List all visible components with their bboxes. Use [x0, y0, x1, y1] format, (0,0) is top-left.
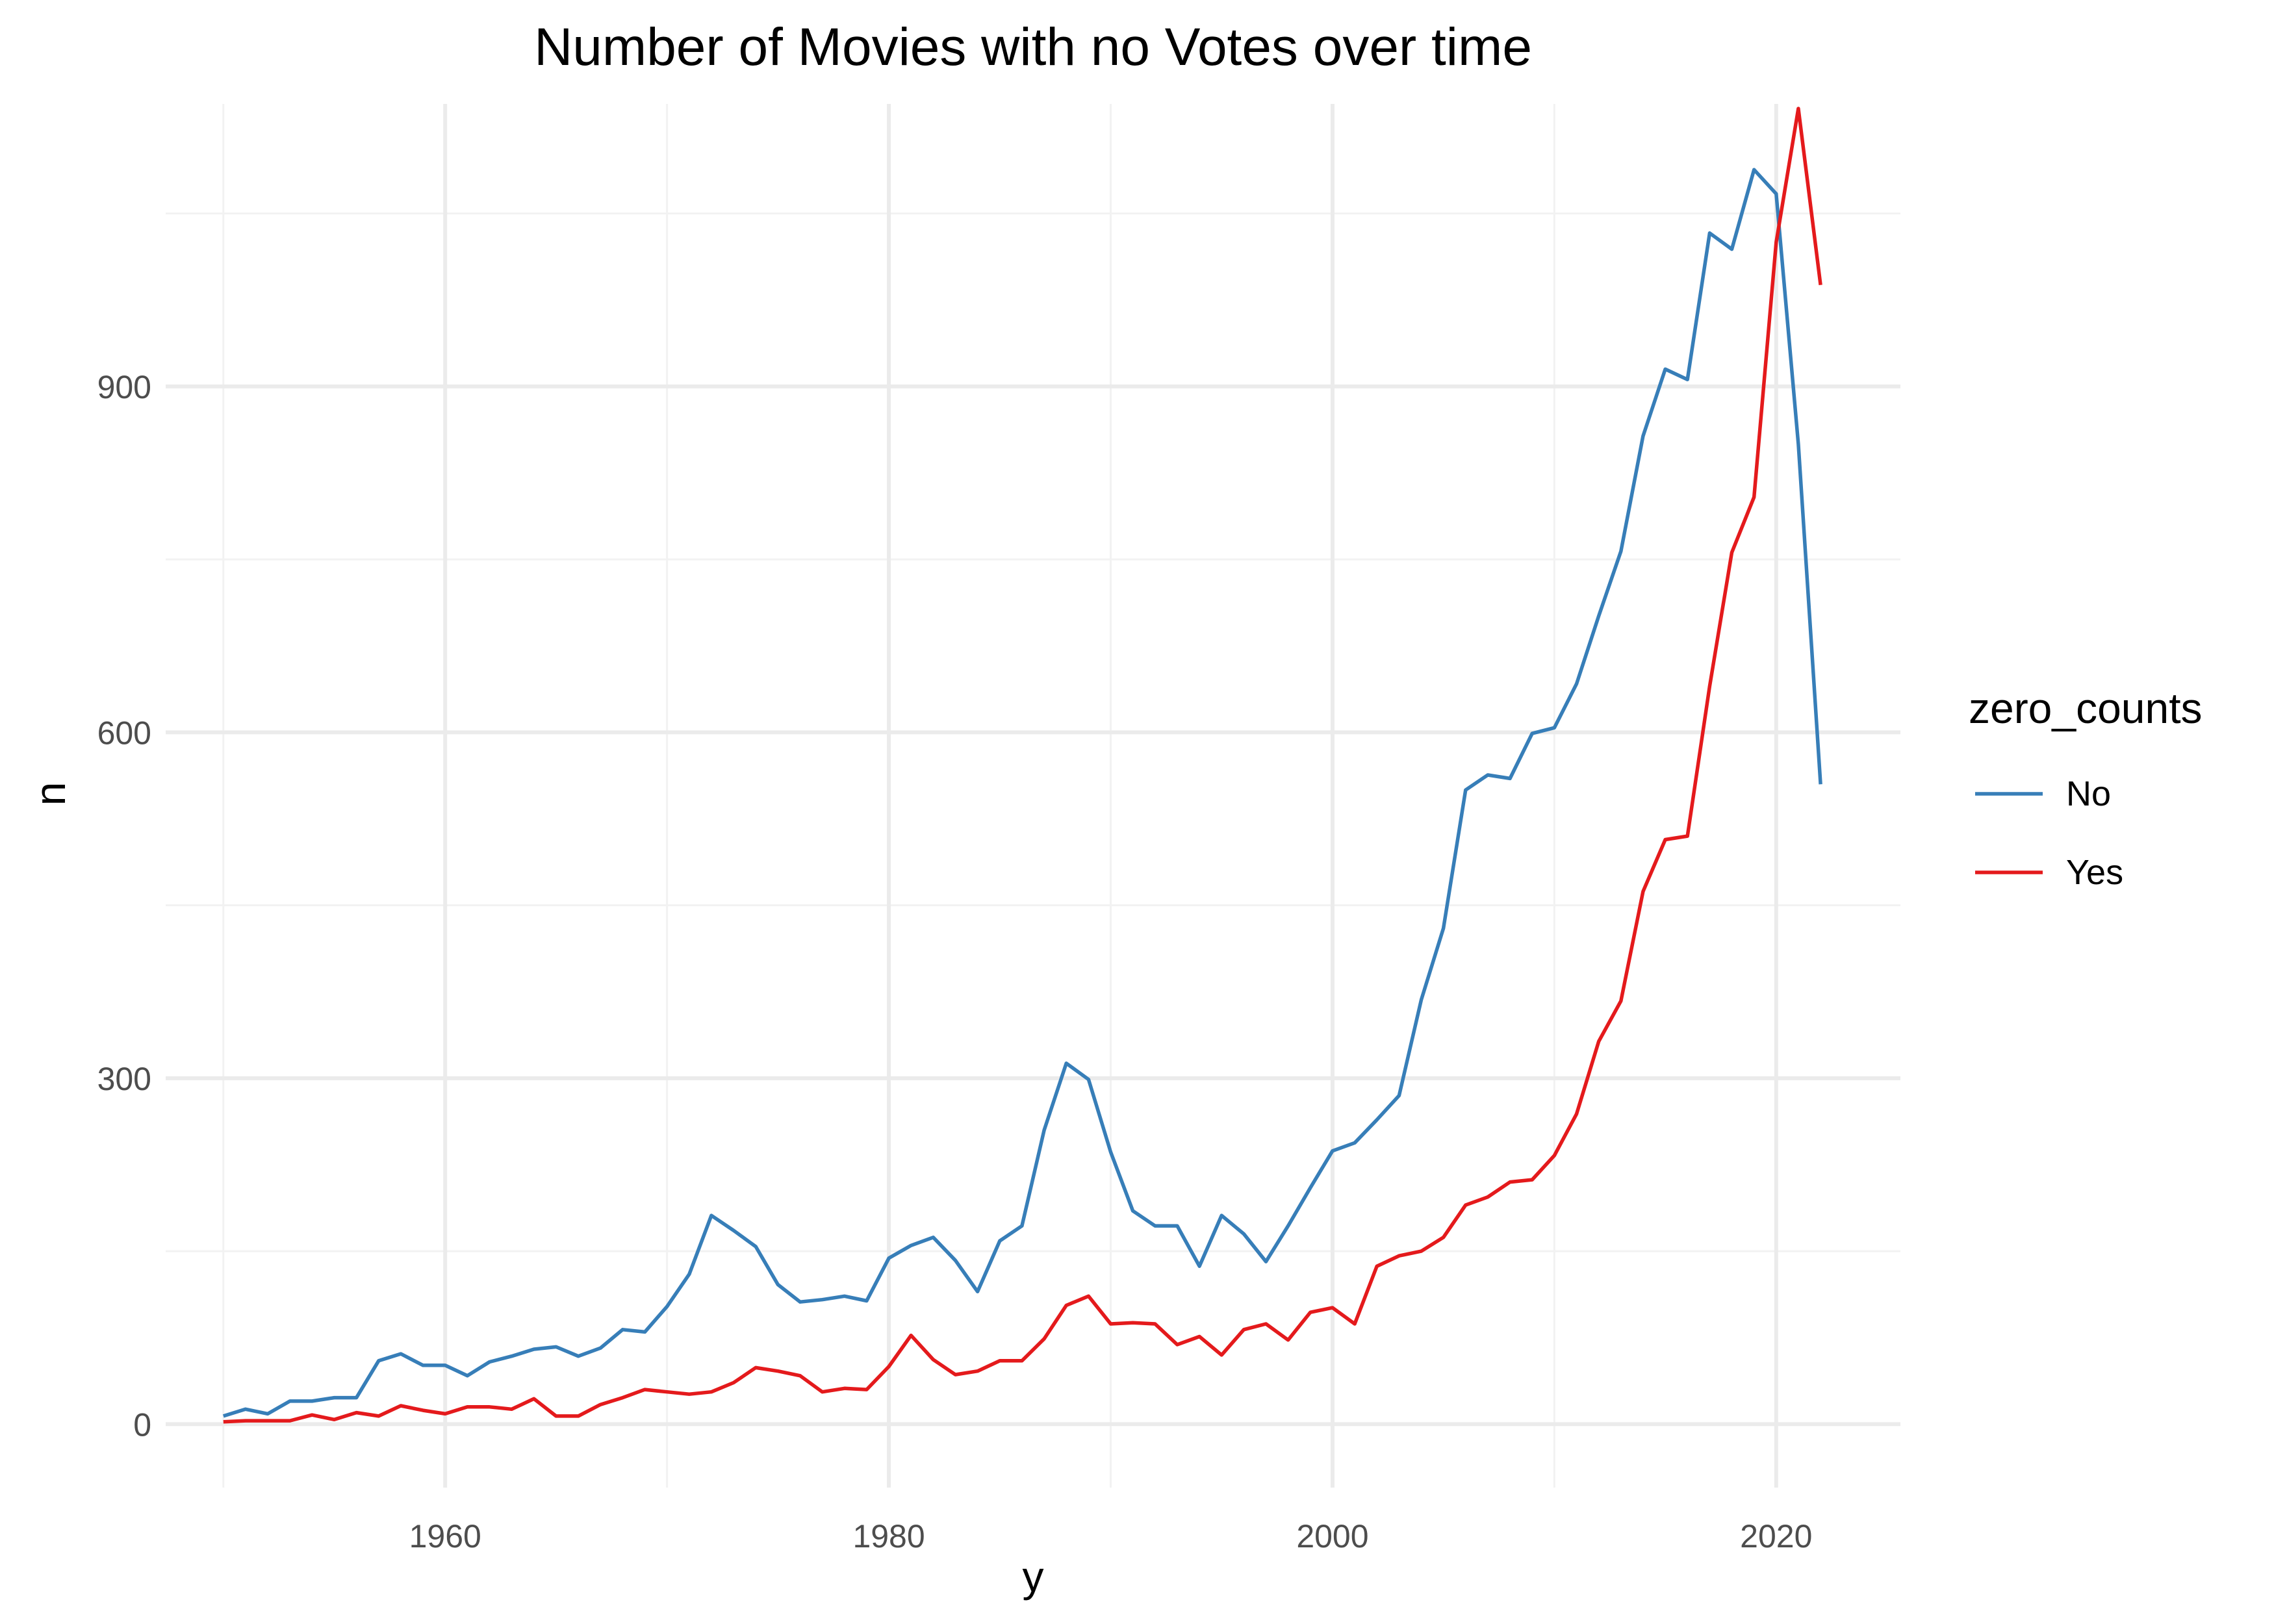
y-tick-label: 300: [97, 1061, 151, 1097]
chart-title: Number of Movies with no Votes over time: [534, 18, 1532, 77]
legend: zero_counts No Yes: [1969, 684, 2203, 892]
x-tick-label: 2000: [1296, 1518, 1368, 1554]
y-tick-label: 0: [133, 1406, 151, 1443]
series-lines: [222, 107, 1822, 1424]
x-tick-label: 1960: [409, 1518, 481, 1554]
x-tick-label: 1980: [852, 1518, 925, 1554]
x-axis-title: y: [1023, 1553, 1044, 1601]
legend-label-yes: Yes: [2066, 853, 2123, 892]
x-tick-label: 2020: [1740, 1518, 1812, 1554]
y-axis-ticks: 0 300 600 900: [97, 369, 151, 1443]
series-line-no: [222, 168, 1822, 1418]
y-tick-label: 900: [97, 369, 151, 405]
y-axis-title: n: [26, 782, 74, 806]
legend-title: zero_counts: [1969, 684, 2203, 732]
series-line-yes: [223, 107, 1822, 1424]
y-tick-label: 600: [97, 715, 151, 751]
x-axis-ticks: 1960 1980 2000 2020: [409, 1518, 1813, 1554]
minor-gridlines: [166, 104, 1900, 1488]
legend-item-yes: Yes: [1975, 853, 2123, 892]
legend-label-no: No: [2066, 774, 2111, 813]
legend-item-no: No: [1975, 774, 2111, 813]
